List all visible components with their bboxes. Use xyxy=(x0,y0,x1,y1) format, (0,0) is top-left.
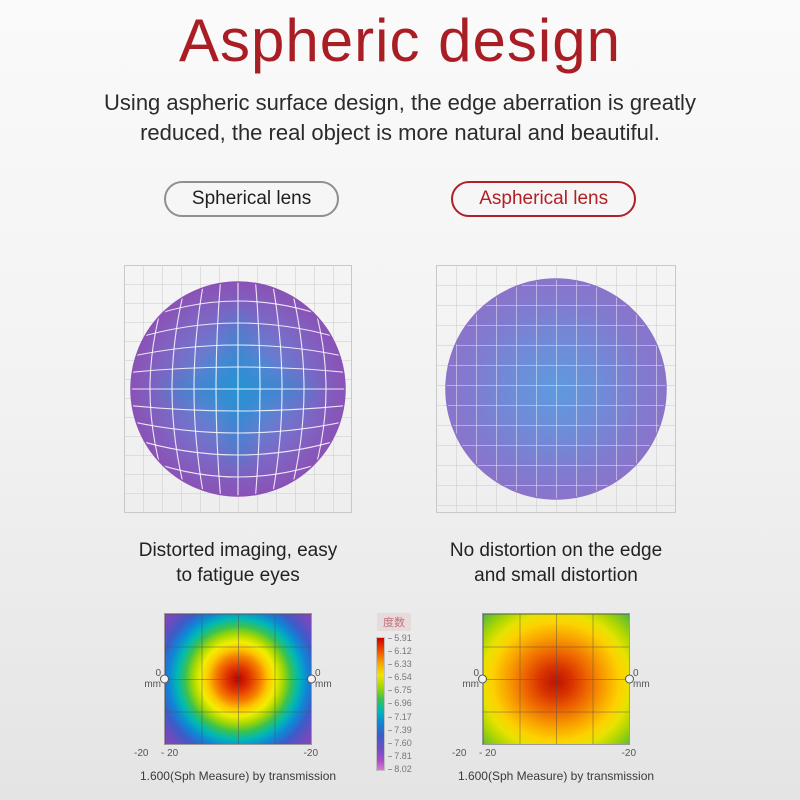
tick-mark xyxy=(388,742,393,744)
aspherical-plot-row: 0 mm -20 - 20 -20 0 mm xyxy=(452,613,659,759)
tick-mark xyxy=(388,690,393,692)
colorbar-tick: 7.81 xyxy=(388,750,412,761)
aspherical-y-axis-right: 0 mm xyxy=(630,668,659,691)
tick-mark xyxy=(388,651,393,653)
colorbar-tick: 7.17 xyxy=(388,711,412,722)
tick-value: 6.12 xyxy=(394,646,412,657)
y-unit-label: mm xyxy=(462,679,479,690)
spherical-caption-wrap: Distorted imaging, easy to fatigue eyes xyxy=(124,538,352,589)
spherical-y-axis-right: 0 mm xyxy=(312,668,341,691)
x-label-left: - 20 xyxy=(161,748,179,759)
tick-mark xyxy=(388,755,393,757)
y-zero-label: 0 xyxy=(315,667,321,679)
tick-value: 5.91 xyxy=(394,633,412,643)
tick-mark xyxy=(388,768,393,770)
colorbar-gradient xyxy=(376,637,386,771)
y-unit-label: mm xyxy=(315,679,332,690)
badge-spherical-lens: Spherical lens xyxy=(163,180,340,217)
tick-mark xyxy=(388,703,393,705)
tick-value: 6.33 xyxy=(394,659,412,670)
spherical-plot-row: 0 mm -20 - 20 -20 0 mm xyxy=(134,613,341,759)
aspherical-measure-caption: 1.600(Sph Measure) by transmission xyxy=(457,769,655,783)
x-label-left: - 20 xyxy=(479,748,497,759)
aspherical-heatmap-wrap: -20 - 20 -20 xyxy=(452,613,636,759)
aspherical-power-map-group: 0 mm -20 - 20 -20 0 mm 1.600(Sph Measure… xyxy=(436,613,676,783)
power-map-section: 0 mm -20 - 20 -20 0 mm 1.600(Sph Measure… xyxy=(0,613,800,783)
x-label-outside: -20 xyxy=(134,748,149,759)
axis-marker-icon xyxy=(478,674,487,684)
y-zero-label: 0 xyxy=(633,667,639,679)
tick-mark xyxy=(388,638,393,639)
spherical-heatmap xyxy=(164,613,312,745)
tick-mark xyxy=(388,664,393,666)
tick-value: 6.75 xyxy=(394,685,412,696)
lens-comparison-row xyxy=(0,264,800,518)
aspherical-caption: No distortion on the edge and small dist… xyxy=(449,539,663,587)
spherical-lens-figure xyxy=(124,264,352,513)
y-zero-label: 0 xyxy=(155,667,161,679)
tick-mark xyxy=(388,729,393,731)
colorbar-tick: 7.39 xyxy=(388,724,412,735)
tick-value: 6.54 xyxy=(394,672,412,683)
colorbar-body: 5.91 6.12 6.33 6.54 6.75 6.96 7.17 7.39 … xyxy=(376,634,412,774)
spherical-lens-panel xyxy=(124,264,352,518)
colorbar-ticks: 5.91 6.12 6.33 6.54 6.75 6.96 7.17 7.39 … xyxy=(388,634,412,774)
tick-mark xyxy=(388,677,393,679)
tick-value: 8.02 xyxy=(394,763,412,774)
spherical-power-map-group: 0 mm -20 - 20 -20 0 mm 1.600(Sph Measure… xyxy=(124,613,352,783)
colorbar-tick: 6.12 xyxy=(388,647,412,656)
axis-marker-icon xyxy=(625,674,634,684)
axis-marker-icon xyxy=(307,674,316,684)
colorbar-tick: 6.33 xyxy=(388,660,412,669)
colorbar-legend: 度数 5.91 6.12 6.33 6.54 6.75 6.96 7.17 7.… xyxy=(352,613,436,774)
spherical-heatmap-wrap: -20 - 20 -20 xyxy=(134,613,318,759)
tick-value: 7.60 xyxy=(394,737,412,748)
tick-value: 6.96 xyxy=(394,698,412,709)
tick-mark xyxy=(388,716,393,718)
colorbar-tick: 6.75 xyxy=(388,686,412,695)
aspherical-lens-figure xyxy=(436,264,676,513)
page-title: Aspheric design xyxy=(179,7,621,74)
axis-marker-icon xyxy=(160,674,169,684)
spherical-measure-caption: 1.600(Sph Measure) by transmission xyxy=(139,769,337,783)
y-unit-label: mm xyxy=(144,679,161,690)
colorbar-tick: 7.60 xyxy=(388,737,412,748)
x-label-right: -20 xyxy=(303,748,318,759)
spherical-caption: Distorted imaging, easy to fatigue eyes xyxy=(138,539,338,587)
colorbar-tick: 8.02 xyxy=(388,763,412,774)
aspherical-lens-panel xyxy=(436,264,676,518)
tick-value: 7.39 xyxy=(394,724,412,735)
colorbar-tick: 6.96 xyxy=(388,699,412,708)
y-zero-label: 0 xyxy=(473,667,479,679)
aspherical-heatmap xyxy=(482,613,630,745)
y-unit-label: mm xyxy=(633,679,650,690)
badge-aspherical-lens: Aspherical lens xyxy=(451,180,637,217)
tick-value: 7.81 xyxy=(394,750,412,761)
colorbar-title: 度数 xyxy=(377,613,411,631)
aspherical-y-axis-left: 0 mm xyxy=(453,668,482,691)
colorbar-tick: 5.91 xyxy=(388,634,412,643)
page-subtitle: Using aspheric surface design, the edge … xyxy=(104,90,696,146)
tick-value: 7.17 xyxy=(394,711,412,722)
spherical-y-axis-left: 0 mm xyxy=(135,668,164,691)
lens-type-badges: Spherical lens Aspherical lens xyxy=(0,180,800,217)
aspherical-caption-wrap: No distortion on the edge and small dist… xyxy=(436,538,676,589)
colorbar-tick: 6.54 xyxy=(388,673,412,682)
x-label-right: -20 xyxy=(621,748,636,759)
x-label-outside: -20 xyxy=(452,748,467,759)
lens-captions-row: Distorted imaging, easy to fatigue eyes … xyxy=(0,538,800,589)
